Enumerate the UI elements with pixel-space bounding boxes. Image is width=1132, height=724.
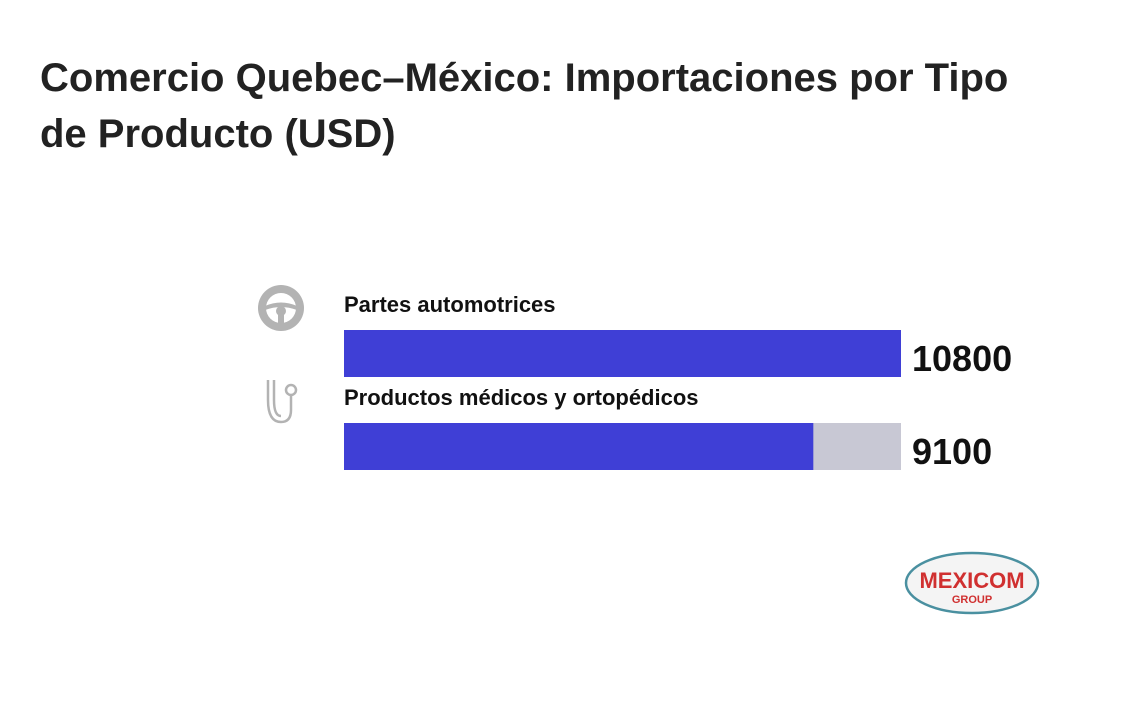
bar — [344, 330, 901, 377]
category-label: Partes automotrices — [344, 292, 556, 317]
logo-name: MEXICOM — [919, 568, 1024, 593]
value-label: 10800 — [912, 338, 1012, 379]
icon-stethoscope — [266, 380, 298, 424]
bar — [344, 423, 814, 470]
logo-subtitle: GROUP — [952, 594, 992, 606]
logo: MEXICOM GROUP — [904, 551, 1040, 615]
logo-frame — [904, 551, 1040, 615]
value-label: 9100 — [912, 431, 992, 472]
icon-steering-wheel — [258, 285, 304, 331]
category-label: Productos médicos y ortopédicos — [344, 385, 699, 410]
chart-title: Comercio Quebec–México: Importaciones po… — [40, 56, 1009, 156]
